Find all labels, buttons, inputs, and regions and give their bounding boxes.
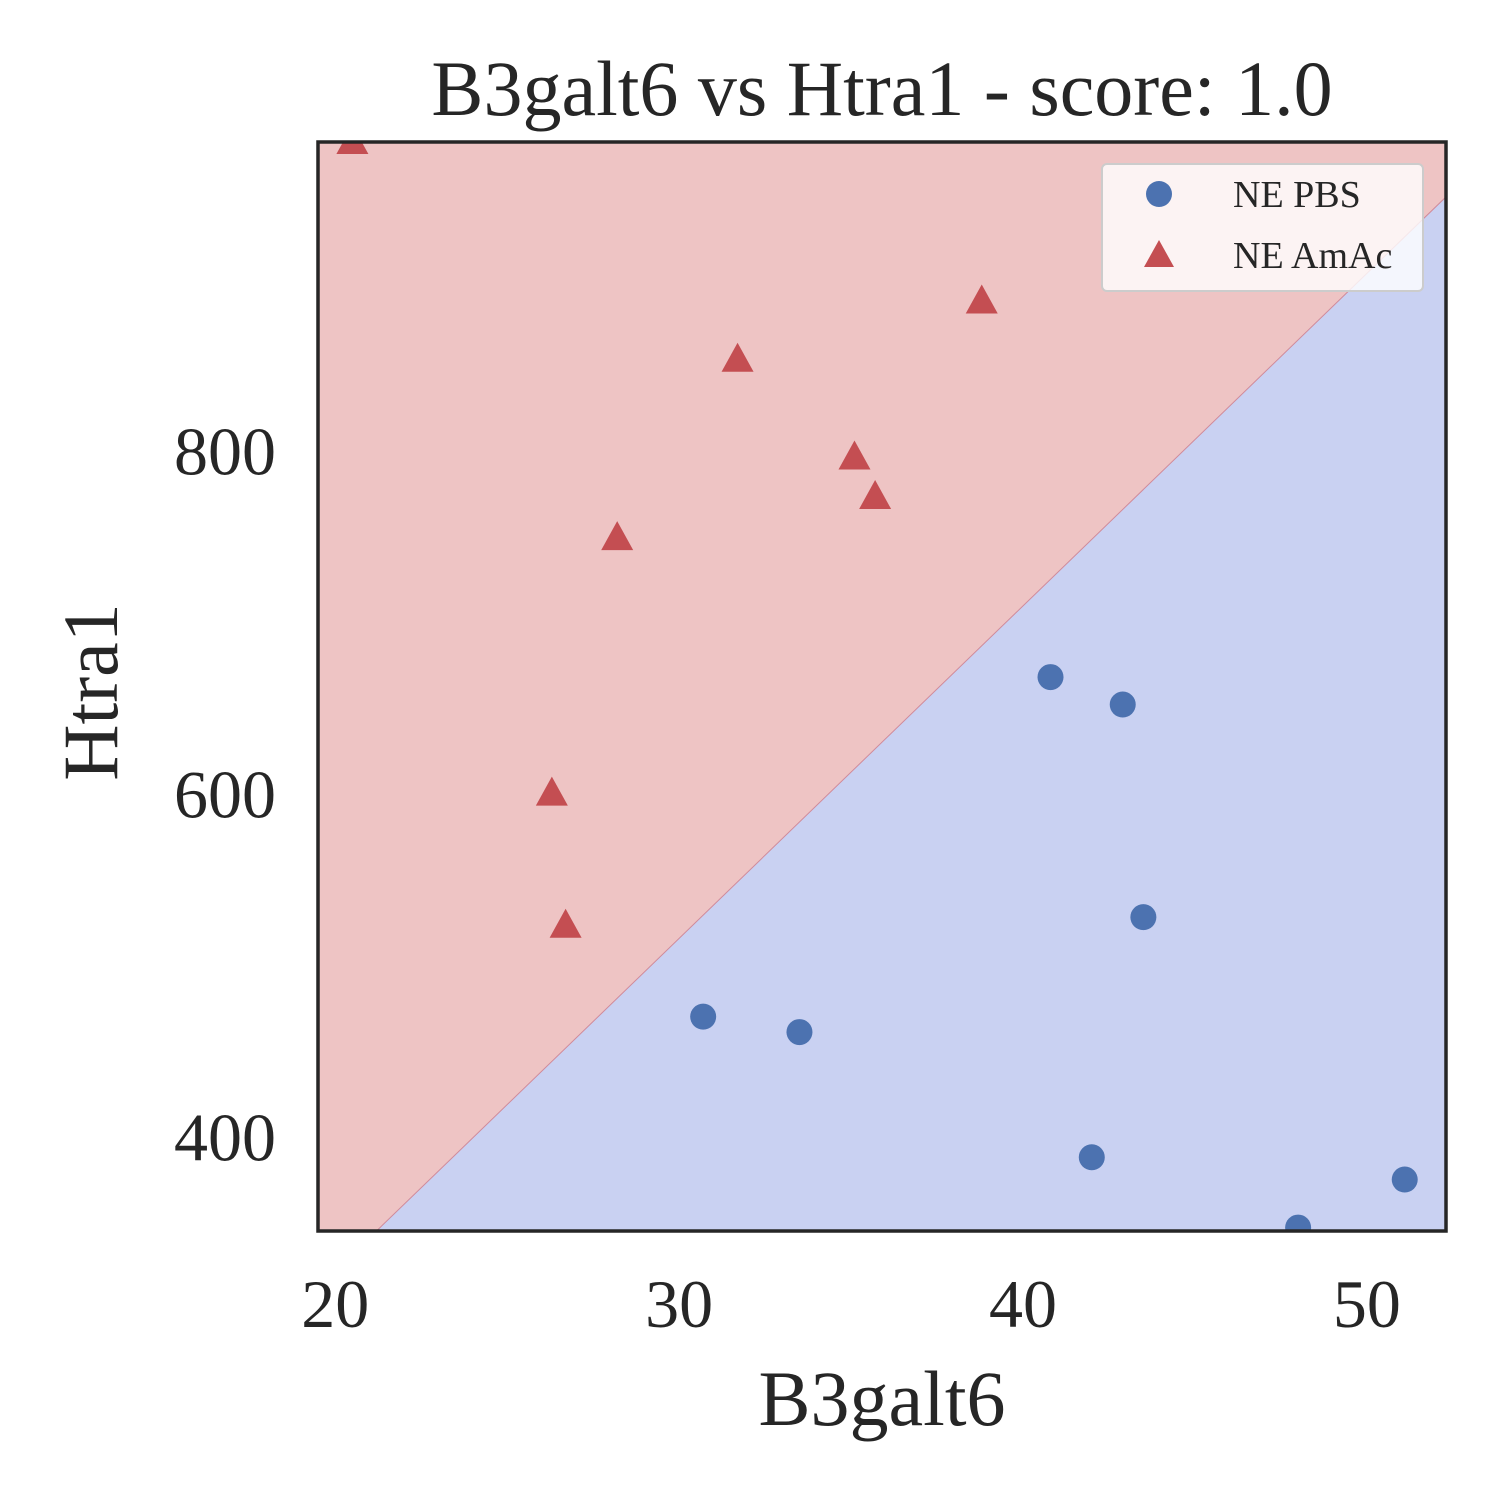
class-region-ne-amac — [318, 142, 1446, 1231]
y-axis-label: Htra1 — [47, 603, 134, 781]
x-tick-label: 50 — [1333, 1266, 1401, 1342]
legend-label-ne-amac: NE AmAc — [1233, 235, 1392, 277]
data-points — [336, 142, 1418, 1231]
data-point-ne-pbs — [1130, 904, 1157, 931]
data-point-ne-amac — [601, 521, 634, 551]
data-point-ne-amac — [721, 342, 754, 372]
legend-label-ne-pbs: NE PBS — [1233, 174, 1361, 216]
x-tick-label: 30 — [645, 1266, 713, 1342]
y-axis-ticks: 400 600 800 — [174, 414, 276, 1176]
data-point-ne-pbs — [690, 1003, 717, 1030]
data-point-ne-pbs — [1078, 1144, 1105, 1171]
y-tick-label: 800 — [174, 414, 276, 490]
y-tick-label: 600 — [174, 757, 276, 833]
plot-area — [318, 142, 1446, 1231]
chart-title: B3galt6 vs Htra1 - score: 1.0 — [431, 45, 1332, 132]
plot-frame — [316, 140, 1448, 1233]
legend-marker-ne-pbs — [1146, 181, 1172, 207]
data-point-ne-amac — [965, 284, 998, 314]
decision-boundary-line — [376, 196, 1446, 1231]
y-tick-label: 400 — [174, 1100, 276, 1176]
legend: NE PBS NE AmAc — [1101, 163, 1424, 292]
legend-box — [1101, 163, 1424, 292]
data-point-ne-amac — [535, 776, 568, 806]
x-tick-label: 40 — [989, 1266, 1057, 1342]
x-tick-label: 20 — [301, 1266, 369, 1342]
data-point-ne-pbs — [1391, 1166, 1418, 1193]
data-point-ne-pbs — [1109, 691, 1136, 718]
legend-marker-ne-amac — [1144, 240, 1174, 267]
data-point-ne-pbs — [1037, 664, 1064, 691]
data-point-ne-amac — [859, 479, 892, 509]
x-axis-ticks: 20 30 40 50 — [301, 1266, 1401, 1342]
data-point-ne-amac — [838, 440, 871, 470]
x-axis-label: B3galt6 — [759, 1355, 1006, 1442]
data-point-ne-pbs — [1285, 1214, 1312, 1231]
data-point-ne-amac — [336, 142, 369, 154]
data-point-ne-pbs — [786, 1019, 813, 1046]
data-point-ne-amac — [549, 908, 582, 938]
